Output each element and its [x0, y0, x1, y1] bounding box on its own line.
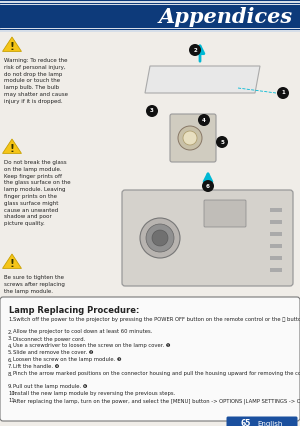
Text: 4.: 4.: [8, 343, 13, 348]
Bar: [270, 268, 282, 272]
Polygon shape: [145, 66, 260, 93]
Circle shape: [152, 230, 168, 246]
FancyBboxPatch shape: [226, 417, 298, 426]
Text: 2: 2: [193, 48, 197, 52]
Circle shape: [198, 114, 210, 126]
Text: 10.: 10.: [8, 391, 16, 396]
Polygon shape: [2, 37, 22, 52]
Text: 1.: 1.: [8, 317, 13, 322]
Bar: [0, 0, 300, 32]
Circle shape: [178, 126, 202, 150]
Text: 5.: 5.: [8, 351, 13, 356]
Text: 6: 6: [206, 184, 210, 188]
Text: Lift the handle. ❹: Lift the handle. ❹: [13, 365, 59, 369]
Polygon shape: [2, 254, 22, 268]
Circle shape: [202, 180, 214, 192]
Text: After replacing the lamp, turn on the power, and select the [MENU] button -> OPT: After replacing the lamp, turn on the po…: [13, 398, 300, 403]
Text: 4: 4: [202, 118, 206, 123]
Text: 3.: 3.: [8, 337, 13, 342]
Text: Appendices: Appendices: [159, 7, 293, 27]
Text: Pinch the arrow marked positions on the connector housing and pull the housing u: Pinch the arrow marked positions on the …: [13, 371, 300, 377]
Text: !: !: [10, 42, 14, 52]
Circle shape: [277, 87, 289, 99]
Text: Disconnect the power cord.: Disconnect the power cord.: [13, 337, 85, 342]
Bar: [270, 208, 282, 212]
Text: Do not break the glass
on the lamp module.
Keep finger prints off
the glass surf: Do not break the glass on the lamp modul…: [4, 160, 70, 226]
Text: Lamp Replacing Procedure:: Lamp Replacing Procedure:: [9, 306, 140, 315]
FancyBboxPatch shape: [170, 114, 216, 162]
Circle shape: [216, 136, 228, 148]
FancyBboxPatch shape: [204, 200, 246, 227]
Text: 2.: 2.: [8, 329, 13, 334]
Text: !: !: [10, 144, 14, 154]
Text: Allow the projector to cool down at least 60 minutes.: Allow the projector to cool down at leas…: [13, 329, 152, 334]
Bar: [270, 244, 282, 248]
Bar: [270, 232, 282, 236]
Text: Be sure to tighten the
screws after replacing
the lamp module.: Be sure to tighten the screws after repl…: [4, 275, 65, 294]
Text: Pull out the lamp module. ❻: Pull out the lamp module. ❻: [13, 384, 88, 389]
Text: English: English: [257, 421, 283, 426]
FancyBboxPatch shape: [0, 297, 300, 421]
Polygon shape: [2, 139, 22, 153]
Bar: [270, 220, 282, 224]
Circle shape: [146, 224, 174, 252]
FancyBboxPatch shape: [122, 190, 293, 286]
Text: 3: 3: [150, 109, 154, 113]
Text: Use a screwdriver to loosen the screw on the lamp cover. ❶: Use a screwdriver to loosen the screw on…: [13, 343, 170, 348]
Bar: [270, 256, 282, 260]
Text: Install the new lamp module by reversing the previous steps.: Install the new lamp module by reversing…: [13, 391, 175, 396]
Circle shape: [140, 218, 180, 258]
Text: 7.: 7.: [8, 365, 13, 369]
Text: Slide and remove the cover. ❷: Slide and remove the cover. ❷: [13, 351, 94, 356]
Text: Loosen the screw on the lamp module. ❸: Loosen the screw on the lamp module. ❸: [13, 357, 122, 363]
Text: 9.: 9.: [8, 384, 13, 389]
Circle shape: [183, 131, 197, 145]
Circle shape: [189, 44, 201, 56]
Text: 1: 1: [281, 90, 285, 95]
Text: 8.: 8.: [8, 371, 13, 377]
Text: Switch off the power to the projector by pressing the POWER OFF button on the re: Switch off the power to the projector by…: [13, 317, 300, 322]
Text: Warning: To reduce the
risk of personal injury,
do not drop the lamp
module or t: Warning: To reduce the risk of personal …: [4, 58, 68, 104]
Text: 65: 65: [241, 420, 251, 426]
Text: 5: 5: [220, 139, 224, 144]
Text: !: !: [10, 259, 14, 269]
Text: 6.: 6.: [8, 357, 13, 363]
Circle shape: [146, 105, 158, 117]
Text: 11.: 11.: [8, 398, 16, 403]
